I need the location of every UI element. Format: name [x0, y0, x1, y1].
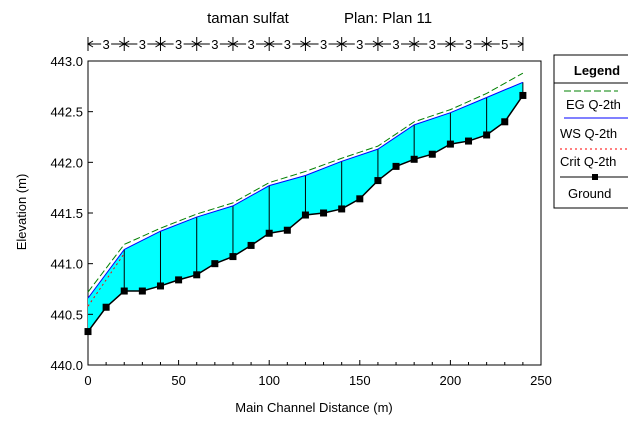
axes: 0 50 100 150 200 250 440.0 440.5 441.0 441.5 442.0…	[50, 54, 551, 388]
x-tick-label: 100	[258, 373, 280, 388]
y-tick-label: 442.0	[50, 155, 83, 170]
reach-bar-arrow	[87, 40, 94, 48]
ground-point	[211, 260, 219, 268]
x-tick-label: 0	[84, 373, 91, 388]
x-tick-label: 150	[349, 373, 371, 388]
reach-bar-label-bg	[282, 36, 293, 52]
ground-point	[392, 162, 400, 170]
reach-bar-arrow	[195, 40, 202, 48]
ground-point	[338, 205, 346, 213]
ground-point	[156, 282, 164, 290]
reach-bar-label-bg	[427, 36, 438, 52]
ground-point	[356, 195, 364, 203]
y-tick-label: 440.5	[50, 307, 83, 322]
reach-bar-label-bg	[318, 36, 329, 52]
reach-bar-arrow	[340, 40, 347, 48]
reach-bar-arrow	[517, 40, 524, 48]
ground-point	[247, 241, 255, 249]
y-tick-label: 442.5	[50, 105, 83, 120]
reach-bar-arrow	[123, 40, 130, 48]
reach-bar-arrow	[376, 40, 384, 48]
x-tick-label: 250	[530, 373, 552, 388]
ground-point	[501, 118, 509, 126]
y-axis-label: Elevation (m)	[14, 174, 29, 251]
legend-crit-label: Crit Q-2th	[560, 154, 616, 169]
reach-bar-arrow	[485, 40, 492, 48]
ground-point	[446, 140, 454, 148]
chart-title-right: Plan: Plan 11	[344, 10, 432, 27]
legend-eg-label: EG Q-2th	[566, 97, 621, 112]
reach-bar-arrow	[231, 40, 239, 48]
x-tick-label: 50	[171, 373, 185, 388]
eg-line	[87, 72, 524, 293]
ground-point	[465, 137, 473, 145]
cross-section-lines	[123, 82, 524, 292]
legend-title: Legend	[574, 63, 620, 78]
reach-length-label: 3	[392, 37, 399, 52]
ground-point	[519, 91, 527, 99]
reach-bar-arrow	[449, 40, 456, 48]
reach-length-label: 3	[211, 37, 218, 52]
reach-bar-label-bg	[209, 36, 220, 52]
ground-point	[265, 229, 273, 237]
reach-length-label: 3	[247, 37, 254, 52]
reach-bar-arrow	[159, 40, 166, 48]
reach-bar-arrow	[268, 40, 275, 48]
reach-length-label: 3	[465, 37, 472, 52]
reach-length-bar: 3 3 3 3 3 3 3 3 3 3 3 5	[87, 36, 524, 52]
y-tick-label: 441.5	[50, 206, 83, 221]
y-tick-label: 440.0	[50, 358, 83, 373]
x-axis-label: Main Channel Distance (m)	[235, 400, 393, 415]
ground-point	[283, 226, 291, 234]
reach-length-label: 3	[429, 37, 436, 52]
ground-point	[301, 211, 309, 219]
ground-point	[120, 287, 128, 295]
ground-point	[175, 276, 183, 284]
reach-length-label: 3	[103, 37, 110, 52]
reach-length-label: 3	[139, 37, 146, 52]
ground-point	[410, 155, 418, 163]
legend-ws-label: WS Q-2th	[560, 126, 617, 141]
reach-bar-label-bg	[137, 36, 148, 52]
reach-bar-label-bg	[354, 36, 365, 52]
reach-length-label: 3	[320, 37, 327, 52]
reach-length-label: 3	[284, 37, 291, 52]
ground-point	[374, 177, 382, 185]
legend-ground-label: Ground	[568, 186, 611, 201]
reach-length-label: 3	[356, 37, 363, 52]
ground-point	[102, 303, 110, 311]
reach-length-label: 3	[175, 37, 182, 52]
reach-bar-label-bg	[101, 36, 112, 52]
ws-line	[87, 81, 524, 299]
reach-bar-arrow	[413, 40, 420, 48]
reach-bar-label-bg	[173, 36, 184, 52]
reach-length-label: 5	[501, 37, 508, 52]
ground-point	[320, 209, 328, 217]
x-tick-label: 200	[440, 373, 462, 388]
crit-line	[87, 253, 125, 307]
ground-point	[193, 271, 201, 279]
reach-bar-arrow	[304, 40, 311, 48]
ground-point	[84, 328, 92, 336]
reach-bar-label-bg	[246, 36, 257, 52]
y-tick-label: 441.0	[50, 257, 83, 272]
chart-title-left: taman sulfat	[207, 10, 290, 27]
ground-point	[138, 287, 146, 295]
ground-points	[84, 91, 527, 336]
ground-point	[483, 131, 491, 139]
reach-bar-label-bg	[499, 36, 510, 52]
legend-box: Legend EG Q-2th WS Q-2th Crit Q-2th Grou…	[553, 54, 628, 209]
reach-bar-label-bg	[391, 36, 402, 52]
ground-point	[229, 253, 237, 261]
legend-ground-marker	[592, 174, 598, 180]
reach-bar-label-bg	[463, 36, 474, 52]
y-tick-label: 443.0	[50, 54, 83, 69]
ground-point	[428, 150, 436, 158]
